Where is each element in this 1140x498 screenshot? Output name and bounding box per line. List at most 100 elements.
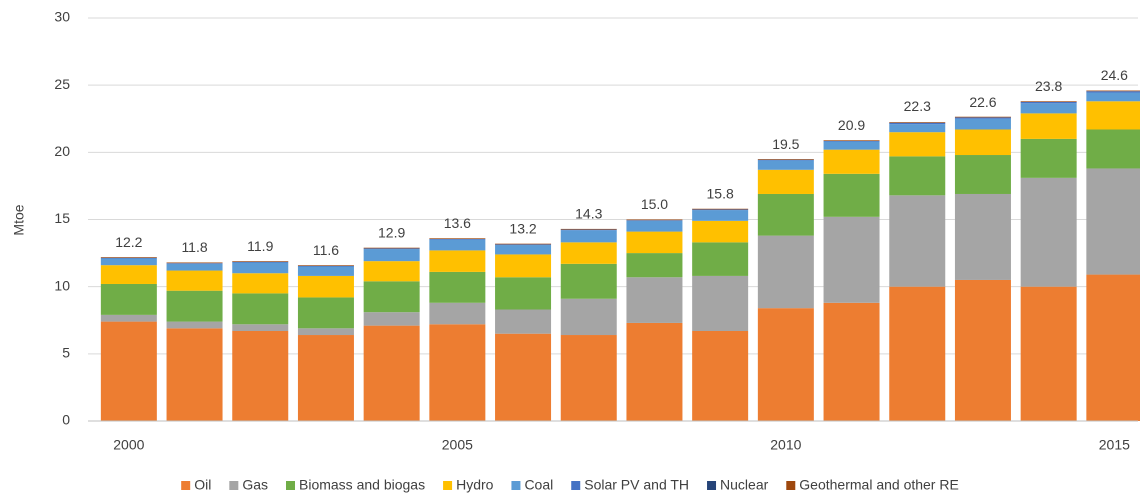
total-label: 12.9: [378, 224, 405, 240]
bar-segment: [889, 124, 946, 133]
bar-segment: [954, 279, 1011, 421]
bar-segment: [626, 231, 683, 254]
bar-segment: [1086, 92, 1140, 102]
bar-segment: [363, 325, 420, 421]
legend-label: Hydro: [456, 477, 494, 493]
legend-swatch: [786, 481, 796, 490]
legend-swatch: [707, 481, 717, 490]
bar-segment: [692, 220, 749, 243]
bar-segment: [823, 140, 880, 141]
bar-segment: [823, 302, 880, 421]
bar-segment: [757, 308, 814, 421]
bar-segment: [100, 257, 157, 258]
bar-segment: [954, 193, 1011, 280]
bar-segment: [1086, 168, 1140, 275]
bar-segment: [757, 169, 814, 194]
bar-segment: [1020, 138, 1077, 178]
total-label: 14.3: [575, 206, 602, 222]
bar-segment: [954, 129, 1011, 156]
bar-segment: [166, 290, 223, 322]
bar-segment: [100, 321, 157, 421]
bar-segment: [297, 265, 354, 266]
bar-segment: [363, 312, 420, 326]
bar-segment: [232, 262, 289, 274]
bar-segment: [166, 262, 223, 264]
bar-segment: [626, 253, 683, 278]
bar-segment: [823, 149, 880, 174]
bar-segment: [692, 275, 749, 331]
bar-segment: [757, 160, 814, 170]
bar-segment: [1020, 286, 1077, 421]
total-label: 11.8: [181, 239, 207, 255]
total-label: 20.9: [838, 117, 865, 133]
y-tick-label: 20: [54, 143, 70, 159]
bar-segment: [363, 247, 420, 249]
total-label: 24.6: [1101, 67, 1128, 83]
bar-segment: [495, 277, 552, 310]
bar-segment: [429, 239, 486, 251]
bar-segment: [889, 122, 946, 123]
x-tick-label: 2015: [1099, 437, 1130, 453]
total-label: 13.2: [509, 220, 536, 236]
bar-segment: [100, 265, 157, 284]
bar-segment: [954, 118, 1011, 130]
bar-segment: [429, 302, 486, 325]
y-axis-label: Mtoe: [11, 204, 27, 235]
bar-segment: [100, 314, 157, 322]
bar-segment: [363, 261, 420, 282]
bar-segment: [560, 263, 617, 299]
bar-segment: [560, 242, 617, 264]
bar-segment: [626, 220, 683, 221]
bar-segment: [692, 209, 749, 211]
bar-segment: [626, 277, 683, 323]
bar-segment: [166, 263, 223, 271]
bar-segment: [297, 297, 354, 329]
legend-swatch: [229, 481, 239, 490]
bar-segment: [757, 193, 814, 236]
bar-segment: [297, 266, 354, 276]
bar-segment: [232, 330, 289, 421]
total-label: 11.9: [247, 238, 273, 254]
bar-segment: [560, 335, 617, 421]
bar-segment: [166, 321, 223, 329]
bar-segment: [1020, 103, 1077, 114]
legend-swatch: [181, 481, 191, 490]
legend-label: Biomass and biogas: [299, 477, 425, 493]
legend-label: Oil: [194, 477, 211, 493]
bar-segment: [692, 242, 749, 276]
bar-segment: [429, 250, 486, 272]
bar-segment: [1020, 113, 1077, 139]
bar-segment: [560, 298, 617, 336]
bar-segment: [954, 117, 1011, 119]
legend-swatch: [443, 481, 453, 490]
bar-segment: [429, 238, 486, 240]
x-tick-label: 2005: [442, 437, 473, 453]
bar-segment: [100, 258, 157, 266]
total-label: 13.6: [444, 215, 471, 231]
bar-segment: [100, 257, 157, 259]
bar-segment: [560, 230, 617, 243]
bar-segment: [692, 208, 749, 210]
bar-segment: [232, 324, 289, 331]
bar-segment: [626, 322, 683, 421]
legend-label: Nuclear: [720, 477, 769, 493]
bar-segment: [757, 159, 814, 160]
bar-segment: [823, 141, 880, 150]
bar-segment: [889, 122, 946, 125]
bar-segment: [560, 229, 617, 231]
legend-label: Coal: [524, 477, 553, 493]
bar-segment: [166, 328, 223, 421]
bar-segment: [297, 328, 354, 336]
bar-segment: [495, 243, 552, 245]
bar-segment: [1086, 90, 1140, 92]
bar-segment: [363, 249, 420, 262]
x-tick-label: 2010: [770, 437, 801, 453]
total-label: 12.2: [115, 234, 142, 250]
bar-segment: [232, 261, 289, 262]
y-tick-label: 5: [62, 345, 70, 361]
bar-segment: [823, 216, 880, 303]
bar-segment: [495, 245, 552, 255]
bar-segment: [692, 210, 749, 221]
bar-segment: [363, 248, 420, 250]
bar-segment: [232, 273, 289, 294]
